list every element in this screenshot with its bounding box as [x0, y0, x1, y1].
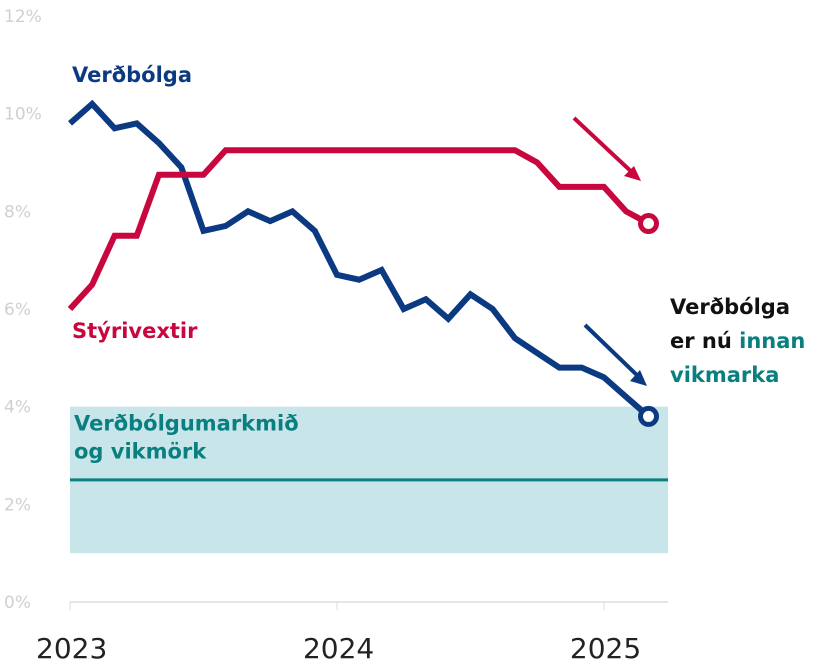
- y-tick-label: 2%: [4, 495, 31, 515]
- annotation-line: Verðbólga: [670, 295, 790, 319]
- end-marker: [638, 405, 660, 427]
- annotation-highlight: innan: [739, 329, 805, 353]
- annotation: Verðbólga er nú innan vikmarka: [670, 295, 813, 387]
- y-tick-label: 10%: [4, 105, 42, 125]
- x-tick-label: 2025: [570, 632, 641, 663]
- y-tick-label: 6%: [4, 300, 31, 320]
- x-tick-label: 2023: [36, 632, 107, 663]
- band-label: og vikmörk: [74, 440, 207, 464]
- y-tick-label: 8%: [4, 202, 31, 222]
- y-tick-label: 0%: [4, 593, 31, 613]
- y-tick-label: 12%: [4, 7, 42, 27]
- annotation-highlight: vikmarka: [670, 363, 779, 387]
- arrows: [572, 116, 647, 386]
- end-marker: [638, 213, 660, 235]
- band-label: Verðbólgumarkmið: [74, 412, 299, 436]
- series-line: [68, 99, 651, 419]
- series-line: [67, 147, 650, 312]
- series-label: Verðbólga: [72, 63, 192, 87]
- y-tick-label: 4%: [4, 398, 31, 418]
- annotation-line: er nú: [670, 329, 739, 353]
- series-label: Stýrivextir: [72, 319, 198, 343]
- x-tick-label: 2024: [303, 632, 374, 663]
